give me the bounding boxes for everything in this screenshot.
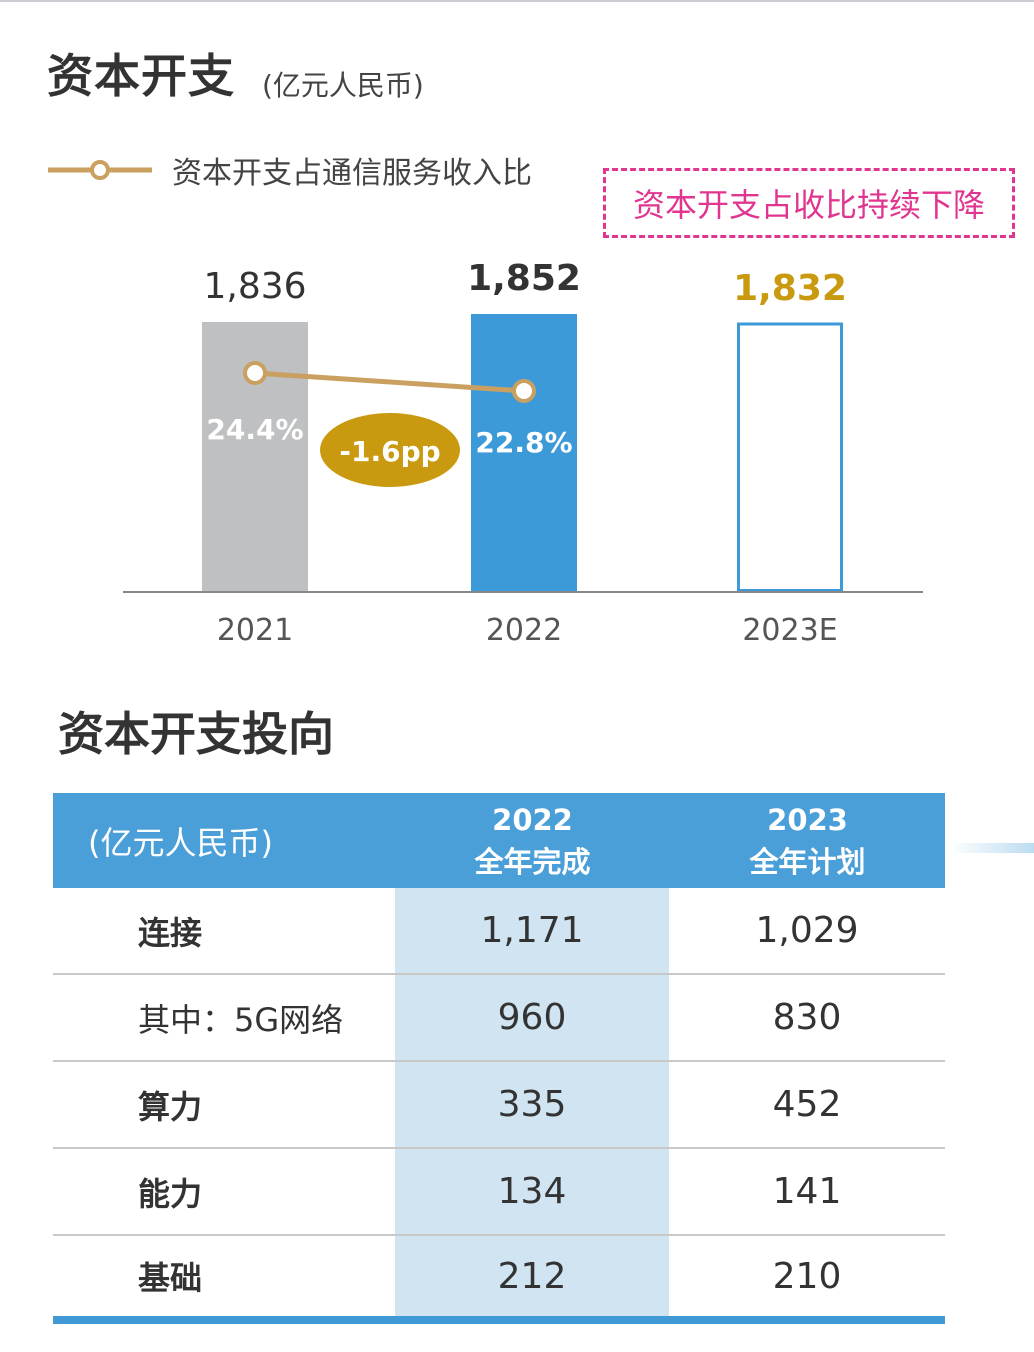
section-title: 资本开支投向	[58, 707, 334, 761]
row-label: 其中：5G网络	[138, 1000, 344, 1039]
table-row: 连接 1,171 1,029	[53, 888, 945, 975]
cell-2022: 960	[395, 975, 669, 1060]
bar-value-label: 1,832	[733, 268, 847, 309]
legend-label: 资本开支占通信服务收入比	[172, 156, 532, 191]
ratio-label: 22.8%	[475, 426, 572, 459]
cell-2022: 212	[395, 1236, 669, 1316]
page-title: 资本开支	[47, 49, 235, 103]
bar-2023E	[737, 322, 843, 592]
table-row: 其中：5G网络 960 830	[53, 975, 945, 1062]
row-label: 基础	[138, 1259, 203, 1297]
change-badge	[320, 413, 460, 487]
table-row: 算力 335 452	[53, 1062, 945, 1149]
cell-2023: 830	[772, 997, 842, 1038]
row-label: 算力	[138, 1087, 203, 1126]
ratio-marker	[512, 379, 536, 403]
header-year: 2023	[767, 802, 848, 837]
bar-2022	[471, 314, 577, 592]
row-label: 连接	[138, 913, 203, 952]
unit-label: (亿元人民币)	[262, 69, 424, 102]
header-col-2022: 2022 全年完成	[395, 793, 670, 888]
legend: 资本开支占通信服务收入比	[48, 148, 532, 192]
table-row: 基础 212 210	[53, 1236, 945, 1316]
header-label: 全年完成	[474, 844, 591, 879]
callout-box: 资本开支占收比持续下降	[603, 168, 1015, 238]
header-col-2023: 2023 全年计划	[670, 793, 945, 888]
change-badge-label: -1.6pp	[339, 435, 440, 468]
header-label: 全年计划	[749, 844, 866, 879]
row-label: 能力	[138, 1174, 203, 1213]
category-label: 2022	[486, 613, 562, 648]
cell-2023: 141	[772, 1171, 842, 1212]
top-divider	[0, 0, 1034, 2]
ratio-line	[254, 370, 525, 394]
header-year: 2022	[492, 802, 573, 837]
line-circle-marker-icon	[48, 160, 152, 180]
ratio-label: 24.4%	[206, 413, 303, 446]
decorative-line	[950, 843, 1034, 853]
capex-chart: 1,836 2021 1,852 2022 1,832 2023E 24.4% 22.8% -1…	[123, 258, 923, 648]
category-label: 2023E	[742, 613, 837, 648]
cell-2022: 134	[395, 1149, 669, 1234]
bar-value-label: 1,836	[203, 266, 306, 307]
table-row: 能力 134 141	[53, 1149, 945, 1236]
table-footer-bar	[53, 1316, 945, 1324]
cell-2023: 210	[772, 1255, 842, 1297]
cell-2022: 1,171	[395, 888, 669, 973]
header-unit: (亿元人民币)	[88, 823, 273, 862]
table-header: (亿元人民币) 2022 全年完成 2023 全年计划	[53, 793, 945, 888]
ratio-marker	[243, 361, 267, 385]
cell-2022: 335	[395, 1062, 669, 1147]
bar-value-label: 1,852	[467, 258, 581, 299]
category-label: 2021	[217, 613, 293, 648]
cell-2023: 452	[772, 1084, 842, 1125]
table-body: 连接 1,171 1,029 其中：5G网络 960 830 算力 335 452 能力 134 14…	[53, 888, 945, 1316]
cell-2023: 1,029	[755, 910, 859, 951]
capex-table: (亿元人民币) 2022 全年完成 2023 全年计划 连接 1,171 1,029…	[53, 793, 945, 1324]
